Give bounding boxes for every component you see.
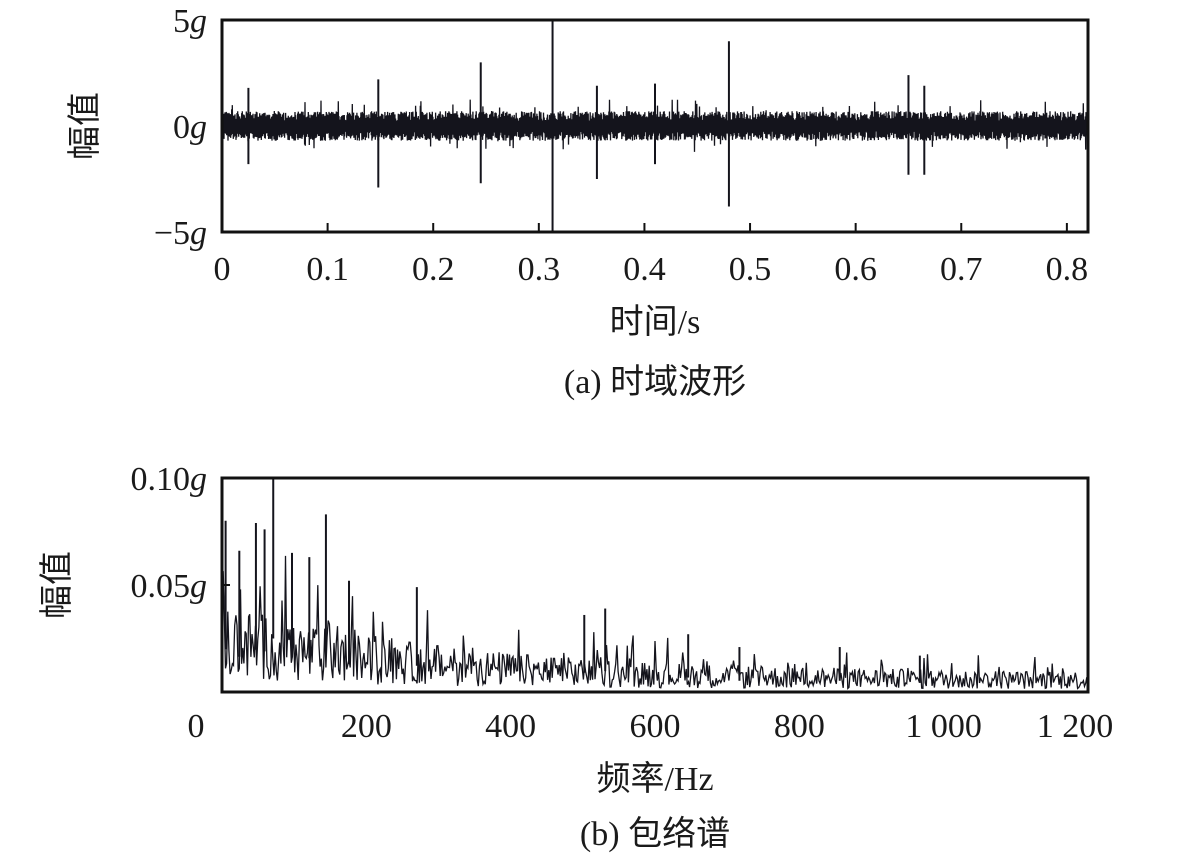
x-tick-label: 0.3 [518,251,561,288]
y-ticks: 0.10g 0.05g [131,461,230,605]
x-tick-label: 1 200 [1037,708,1114,745]
x-ticks: 0 0.1 0.2 0.3 0.4 0.5 0.6 0.7 0.8 [214,223,1089,288]
y-tick-label: 0.05g [131,568,208,605]
x-tick-label: 800 [774,708,825,745]
x-tick-label: 0.8 [1046,251,1089,288]
y-axis-label: 幅值 [66,92,104,160]
x-tick-label: 0.1 [306,251,349,288]
plot-frame [220,18,1090,234]
impulse-marks [247,20,926,232]
y-tick-label: 0.10g [131,461,208,498]
envelope-spectrum-series [221,555,1088,690]
x-tick-label: 0 [188,708,205,745]
x-tick-label: 0.4 [623,251,666,288]
y-axis-label: 幅值 [38,551,76,619]
x-tick-label: 0 [214,251,231,288]
y-tick-label: 5g [173,3,207,40]
x-ticks: 0 200 400 600 800 1 000 1 200 [188,708,1114,745]
y-ticks: 5g 0g −5g [154,3,207,252]
time-domain-chart: 0 0.1 0.2 0.3 0.4 0.5 0.6 0.7 0.8 5g 0g −5g 幅值 时间/… [66,3,1090,401]
caption: (a) 时域波形 [564,363,746,401]
x-tick-label: 0.6 [834,251,877,288]
y-tick-label: −5g [154,215,207,252]
x-tick-label: 600 [630,708,681,745]
x-tick-label: 400 [485,708,536,745]
spectrum-line [221,555,1088,690]
caption: (b) 包络谱 [580,815,730,853]
x-tick-label: 1 000 [905,708,982,745]
y-tick-label: 0g [173,109,207,146]
x-tick-label: 0.7 [940,251,983,288]
x-tick-label: 0.5 [729,251,772,288]
x-axis-label: 时间/s [610,304,701,341]
x-tick-label: 0.2 [412,251,455,288]
x-tick-label: 200 [341,708,392,745]
x-axis-label: 频率/Hz [596,760,713,798]
envelope-spectrum-chart: 0 200 400 600 800 1 000 1 200 0.10g 0.05g 幅值 频率… [38,461,1113,853]
spectrum-peak-marks [224,478,921,683]
